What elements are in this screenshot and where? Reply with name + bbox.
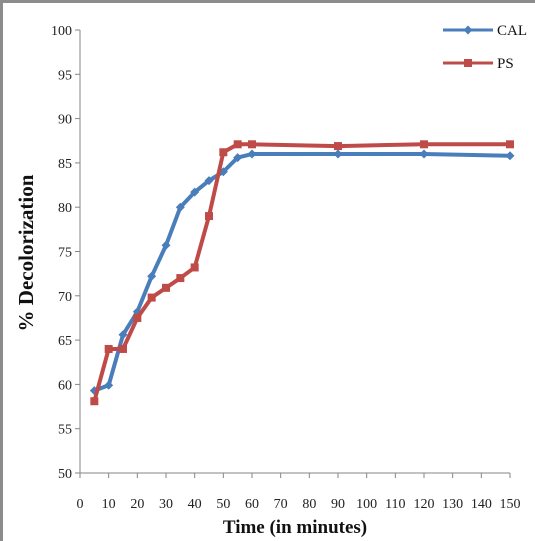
x-tick-label: 100 <box>356 497 377 512</box>
x-tick-label: 140 <box>471 497 492 512</box>
data-point-cal <box>233 153 243 163</box>
data-point-ps <box>248 140 256 149</box>
x-tick-labels: 0 10 20 30 40 50 60 70 80 90 100 110 120 130 140 150 <box>77 473 521 512</box>
data-point-cal <box>118 330 128 340</box>
data-point-ps <box>104 344 113 353</box>
y-tick-labels: 50 55 60 65 70 75 80 85 90 95 100 <box>51 24 80 482</box>
legend: CAL PS <box>443 23 527 72</box>
data-point-cal <box>175 202 185 212</box>
y-tick-label: 55 <box>58 423 72 438</box>
axes <box>79 30 510 474</box>
x-axis-label: Time (in minutes) <box>223 517 367 538</box>
data-point-ps <box>90 397 99 406</box>
x-tick-label: 120 <box>414 497 435 512</box>
y-tick-label: 80 <box>58 201 72 216</box>
y-tick-label: 70 <box>58 290 72 305</box>
legend-label: PS <box>497 56 514 72</box>
series-line-cal <box>93 152 511 393</box>
x-tick-label: 60 <box>245 497 259 512</box>
y-tick-label: 85 <box>58 157 72 172</box>
x-tick-label: 130 <box>442 497 463 512</box>
series-cal <box>89 149 515 396</box>
data-point-ps <box>233 140 242 149</box>
y-axis-label: % Decolorization <box>14 174 38 331</box>
data-point-cal <box>419 149 429 159</box>
legend-item-ps: PS <box>443 56 514 72</box>
data-point-cal <box>247 149 257 159</box>
data-point-ps <box>162 283 170 292</box>
data-point-cal <box>104 380 114 390</box>
y-tick-label: 90 <box>58 113 72 128</box>
y-tick-label: 100 <box>51 24 72 39</box>
legend-swatch-marker <box>463 25 473 35</box>
data-point-ps <box>334 142 342 151</box>
x-tick-label: 150 <box>500 497 521 512</box>
y-tick-label: 75 <box>58 246 72 261</box>
legend-swatch-marker <box>464 59 472 67</box>
series-ps <box>90 140 514 406</box>
legend-label: CAL <box>497 23 527 39</box>
data-point-cal <box>147 271 157 281</box>
data-point-cal <box>190 187 200 197</box>
data-point-ps <box>190 263 199 272</box>
y-tick-label: 60 <box>58 378 72 393</box>
x-tick-label: 90 <box>331 497 345 512</box>
data-point-ps <box>176 274 185 283</box>
data-point-ps <box>133 313 142 322</box>
y-tick-label: 65 <box>58 334 72 349</box>
data-point-ps <box>420 140 428 149</box>
series-line-ps <box>92 142 510 402</box>
x-tick-label: 50 <box>216 497 230 512</box>
data-point-cal <box>204 176 214 186</box>
x-tick-label: 110 <box>385 497 405 512</box>
x-tick-label: 0 <box>77 497 84 512</box>
x-tick-label: 30 <box>159 497 173 512</box>
y-tick-label: 95 <box>58 68 72 83</box>
x-tick-label: 10 <box>102 497 116 512</box>
legend-item-cal: CAL <box>443 23 527 39</box>
x-tick-label: 40 <box>188 497 202 512</box>
x-tick-label: 70 <box>274 497 288 512</box>
data-point-ps <box>205 212 213 221</box>
data-point-cal <box>505 151 515 161</box>
y-tick-label: 50 <box>58 467 72 482</box>
data-point-ps <box>219 148 228 157</box>
data-point-ps <box>506 140 514 149</box>
data-point-ps <box>119 344 127 353</box>
data-point-cal <box>161 240 171 250</box>
data-point-ps <box>147 293 156 302</box>
x-tick-label: 80 <box>302 497 316 512</box>
data-point-cal <box>333 149 343 159</box>
series-group <box>89 140 515 406</box>
x-tick-label: 20 <box>130 497 144 512</box>
